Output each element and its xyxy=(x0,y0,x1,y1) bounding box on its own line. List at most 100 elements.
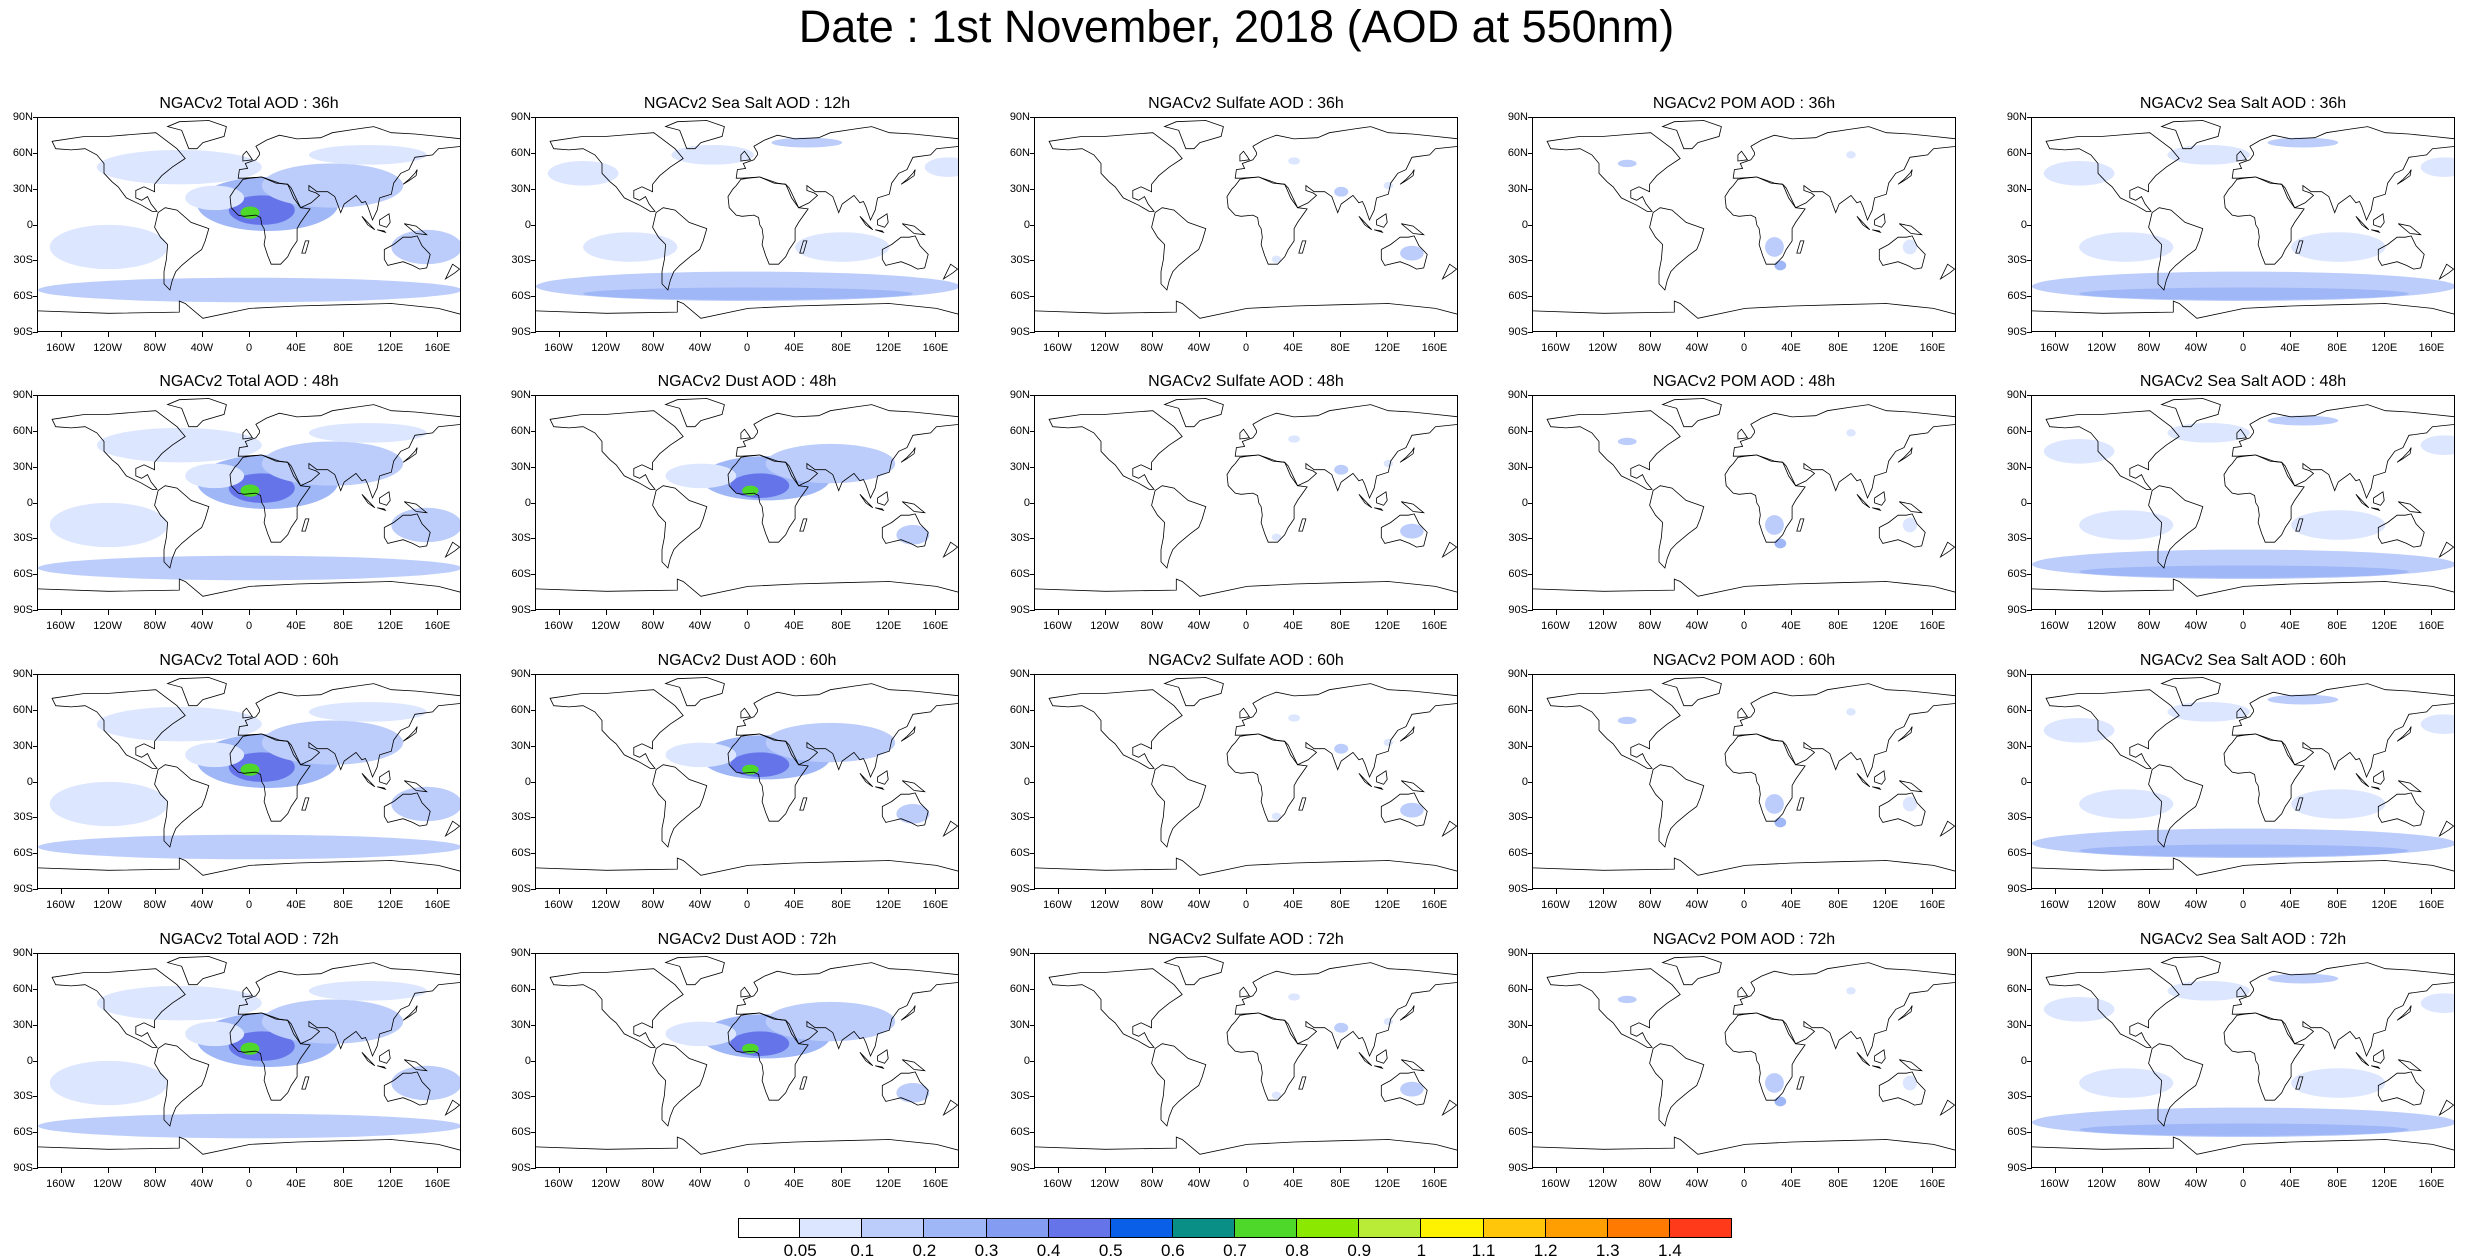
lon-tick-label: 80E xyxy=(333,342,353,354)
lat-tick-mark xyxy=(33,1168,38,1169)
lon-tick-label: 160W xyxy=(544,1178,573,1190)
lon-tick-mark xyxy=(1791,332,1793,337)
lat-tick-mark xyxy=(1528,1024,1533,1026)
lon-tick-mark xyxy=(1838,332,1840,337)
lat-tick-label: 90S xyxy=(13,604,33,616)
coastline xyxy=(859,216,874,231)
lon-tick-label: 160W xyxy=(2040,620,2069,632)
lat-tick-label: 30S xyxy=(1508,532,1528,545)
coastline xyxy=(242,707,254,719)
coastline xyxy=(652,764,708,848)
lon-tick-mark xyxy=(437,332,439,337)
coastline xyxy=(1546,689,1681,769)
lon-tick-mark xyxy=(107,889,109,894)
coastline xyxy=(1874,770,1886,785)
lon-tick-mark xyxy=(1434,332,1436,337)
coastline xyxy=(1796,797,1805,811)
lat-tick-mark xyxy=(33,709,38,711)
lat-tick-label: 90N xyxy=(1507,389,1528,401)
lon-tick-label: 120E xyxy=(1374,620,1401,632)
lon-tick-label: 120E xyxy=(377,620,404,632)
lat-tick-label: 60S xyxy=(1010,290,1030,303)
aod-region xyxy=(2267,415,2339,426)
coastline xyxy=(1401,501,1426,514)
lat-tick-label: 30N xyxy=(1009,1018,1030,1031)
aod-region xyxy=(2420,714,2454,734)
lon-tick-mark xyxy=(841,610,843,615)
aod-region xyxy=(2291,510,2386,540)
lon-tick-label: 120W xyxy=(2087,342,2117,354)
lon-tick-label: 120E xyxy=(1374,342,1401,354)
lat-tick-label: 0 xyxy=(524,775,531,788)
lat-tick-mark xyxy=(1528,817,1533,819)
lon-tick-label: 80E xyxy=(831,1178,851,1190)
coastline xyxy=(2045,968,2180,1048)
lon-tick-label: 0 xyxy=(743,342,751,354)
lon-tick-label: 160E xyxy=(1919,620,1946,632)
lon-tick-label: 160W xyxy=(46,342,75,354)
lon-tick-mark xyxy=(1932,610,1934,615)
coastline xyxy=(1226,176,1308,265)
coastline xyxy=(1358,1052,1373,1067)
coastline xyxy=(1878,792,1926,827)
coastline xyxy=(1649,764,1705,848)
aod-region xyxy=(1383,459,1394,468)
lat-tick-label: 60N xyxy=(1507,146,1528,159)
panel-title: NGACv2 Total AOD : 48h xyxy=(159,373,339,390)
lon-tick-label: 40W xyxy=(1187,1178,1211,1190)
aod-region xyxy=(1383,738,1394,747)
lon-tick-mark xyxy=(1151,332,1153,337)
lat-tick-mark xyxy=(1030,502,1035,504)
lon-tick-mark xyxy=(1104,889,1106,894)
coastline xyxy=(377,786,387,791)
lon-tick-mark xyxy=(699,332,701,337)
coastline xyxy=(1374,229,1384,234)
aod-region xyxy=(96,427,262,463)
aod-region xyxy=(2043,439,2115,464)
coastline xyxy=(2223,1012,2305,1101)
lon-tick-label: 80E xyxy=(1828,342,1848,354)
lat-tick-mark xyxy=(531,430,536,432)
coastline xyxy=(1048,410,1183,490)
lat-tick-label: 30S xyxy=(13,532,33,545)
lon-tick-label: 80E xyxy=(2327,1178,2347,1190)
aod-region xyxy=(1288,157,1300,165)
lon-tick-mark xyxy=(2195,889,2197,894)
lat-tick-mark xyxy=(1528,152,1533,154)
coastline xyxy=(38,300,460,319)
lon-tick-label: 40E xyxy=(784,1178,804,1190)
coastline xyxy=(1533,300,1955,319)
lat-tick-mark xyxy=(33,889,38,890)
lon-tick-mark xyxy=(107,1168,109,1173)
map-canvas xyxy=(2032,398,2454,597)
coastline xyxy=(1737,707,1749,719)
lon-tick-mark xyxy=(2337,1168,2339,1173)
coastline xyxy=(229,176,311,265)
aod-region xyxy=(1774,260,1787,271)
lon-tick-label: 0 xyxy=(1242,342,1250,354)
lat-tick-mark xyxy=(1030,332,1035,333)
coastline xyxy=(735,126,958,222)
lat-tick-mark xyxy=(1030,538,1035,540)
lat-tick-label: 60N xyxy=(12,982,33,995)
lon-tick-label: 40E xyxy=(1283,1178,1303,1190)
lat-tick-mark xyxy=(531,745,536,747)
coastline xyxy=(1163,956,1224,986)
coastline xyxy=(1874,1049,1886,1064)
lon-tick-mark xyxy=(1696,610,1698,615)
lat-tick-mark xyxy=(1528,296,1533,298)
lon-tick-mark xyxy=(107,332,109,337)
aod-region xyxy=(1617,716,1637,725)
coastline xyxy=(799,240,808,254)
coastline xyxy=(1226,1012,1308,1101)
lat-tick-mark xyxy=(531,538,536,540)
coastline xyxy=(2223,176,2305,265)
lon-tick-mark xyxy=(1246,889,1247,894)
lon-tick-mark xyxy=(1104,1168,1106,1173)
lon-tick-mark xyxy=(2243,889,2244,894)
lon-tick-label: 40W xyxy=(1685,342,1709,354)
coastline xyxy=(1856,216,1871,231)
map-canvas xyxy=(38,120,460,319)
panel-title: NGACv2 Dust AOD : 60h xyxy=(657,652,837,669)
lat-tick-label: 60S xyxy=(1010,568,1030,581)
